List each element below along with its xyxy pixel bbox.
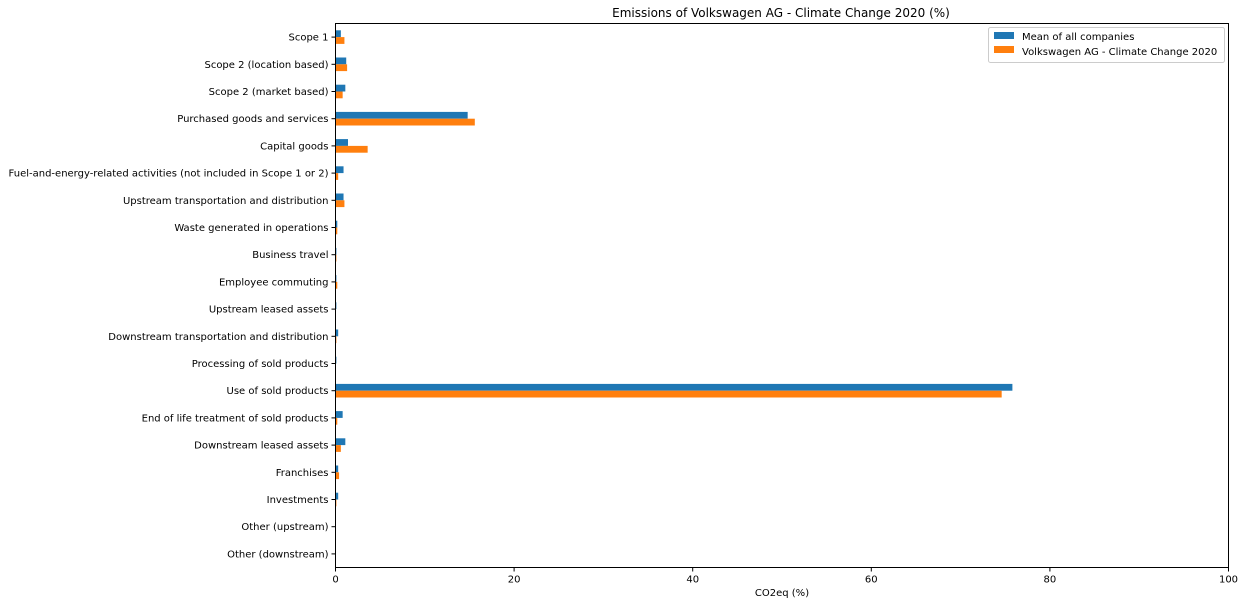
x-tick-label: 0 [332,575,338,586]
chart-title: Emissions of Volkswagen AG - Climate Cha… [612,6,950,20]
legend-swatch-volkswagen [994,46,1014,53]
y-tick-label: Processing of sold products [192,359,329,370]
y-tick-label: Investments [267,495,329,506]
y-tick-label: Upstream transportation and distribution [123,196,329,207]
bar-volkswagen-ag-climate-change-2020-fuel-and-energy-related-activities-not-included-in-scope-1-or-2 [335,173,339,180]
bar-mean-of-all-companies-scope-1 [335,30,341,38]
bar-volkswagen-ag-climate-change-2020-end-of-life-treatment-of-sold-products [335,417,338,425]
y-tick-label: Business travel [252,250,328,261]
x-tick-label: 60 [865,575,878,586]
bar-mean-of-all-companies-investments [335,492,339,500]
legend-label-mean: Mean of all companies [1022,32,1134,43]
bar-volkswagen-ag-climate-change-2020-waste-generated-in-operations [335,227,338,235]
bar-mean-of-all-companies-fuel-and-energy-related-activities-not-included-in-scope-1-or-2 [335,166,344,174]
bars-group [335,30,1013,554]
bar-mean-of-all-companies-purchased-goods-and-services [335,111,468,119]
x-tick-label: 40 [686,575,699,586]
bar-mean-of-all-companies-end-of-life-treatment-of-sold-products [335,411,343,418]
y-tick-label: Other (downstream) [227,549,329,560]
y-tick-label: Waste generated in operations [174,223,328,234]
bar-mean-of-all-companies-upstream-transportation-and-distribution [335,193,344,201]
bar-mean-of-all-companies-franchises [335,465,339,473]
y-tick-label: Downstream leased assets [194,441,328,452]
bar-volkswagen-ag-climate-change-2020-scope-2-market-based [335,91,343,99]
y-tick-label: Upstream leased assets [209,305,329,316]
legend: Mean of all companies Volkswagen AG - Cl… [988,27,1225,63]
y-tick-label: Employee commuting [219,277,329,288]
bar-mean-of-all-companies-use-of-sold-products [335,383,1013,391]
x-tick-label: 80 [1044,575,1057,586]
y-tick-label: Scope 2 (market based) [209,87,329,98]
x-axis: 0 20 40 60 80 100 [332,567,1238,586]
x-tick-label: 20 [508,575,521,586]
bar-volkswagen-ag-climate-change-2020-employee-commuting [335,281,338,289]
y-tick-label: Franchises [276,468,329,479]
bar-volkswagen-ag-climate-change-2020-scope-1 [335,37,345,44]
bar-mean-of-all-companies-capital-goods [335,139,349,146]
bar-volkswagen-ag-climate-change-2020-use-of-sold-products [335,390,1002,398]
bar-volkswagen-ag-climate-change-2020-downstream-leased-assets [335,445,341,452]
bar-mean-of-all-companies-downstream-leased-assets [335,438,346,446]
bar-mean-of-all-companies-downstream-transportation-and-distribution [335,329,339,337]
bar-volkswagen-ag-climate-change-2020-purchased-goods-and-services [335,118,475,126]
y-tick-label: Fuel-and-energy-related activities (not … [9,169,329,180]
bar-volkswagen-ag-climate-change-2020-franchises [335,472,340,480]
bar-volkswagen-ag-climate-change-2020-scope-2-location-based [335,64,348,72]
y-tick-label: End of life treatment of sold products [142,413,329,424]
y-tick-label: Purchased goods and services [177,114,328,125]
y-tick-label: Downstream transportation and distributi… [108,332,328,343]
bar-mean-of-all-companies-scope-2-market-based [335,84,346,92]
y-tick-label: Scope 2 (location based) [204,60,328,71]
legend-swatch-mean [994,32,1014,39]
y-tick-label: Other (upstream) [241,522,328,533]
bar-mean-of-all-companies-waste-generated-in-operations [335,220,338,228]
y-tick-label: Scope 1 [288,33,328,44]
legend-label-volkswagen: Volkswagen AG - Climate Change 2020 [1022,47,1217,58]
plot-frame [335,23,1229,568]
x-axis-label: CO2eq (%) [755,588,809,599]
legend-box [988,27,1225,63]
bar-mean-of-all-companies-scope-2-location-based [335,57,347,65]
y-axis: Scope 1 Scope 2 (location based) Scope 2 (… [9,33,336,560]
bar-volkswagen-ag-climate-change-2020-upstream-transportation-and-distribution [335,200,345,208]
x-tick-label: 100 [1219,575,1238,586]
y-tick-label: Use of sold products [227,386,329,397]
y-tick-label: Capital goods [260,141,328,152]
bar-volkswagen-ag-climate-change-2020-capital-goods [335,145,368,153]
